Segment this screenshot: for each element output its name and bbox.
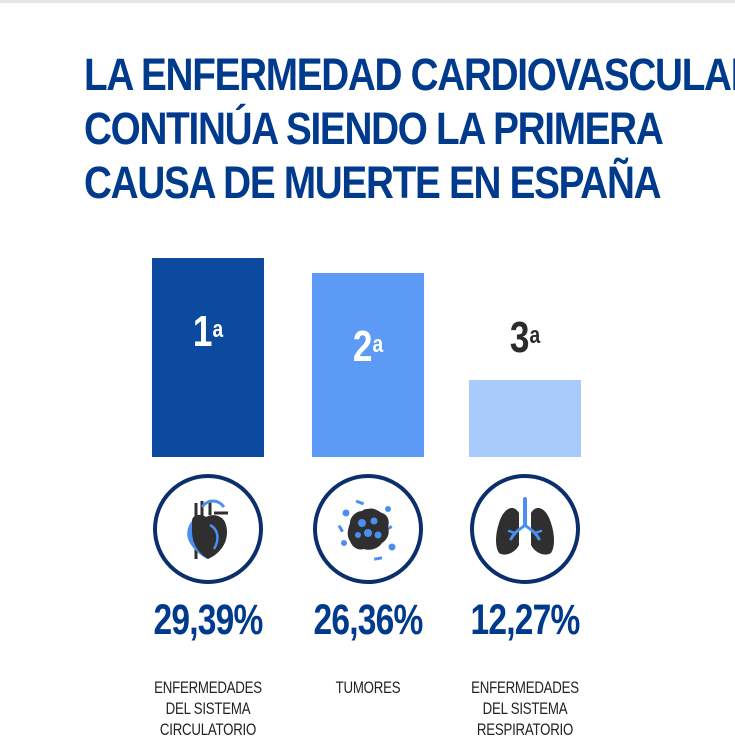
percentage-3: 12,27% bbox=[470, 596, 580, 644]
bar-circulatorio bbox=[152, 258, 264, 457]
category-label-2: TUMORES bbox=[310, 656, 427, 698]
bar-area-2: 2a bbox=[312, 258, 424, 457]
bar-area-1: 1a bbox=[152, 258, 264, 457]
rank-number-1: 1 bbox=[192, 307, 213, 356]
percentage-2: 26,36% bbox=[313, 596, 423, 644]
tumor-cell-icon bbox=[312, 473, 424, 585]
rank-suffix-3: a bbox=[529, 322, 541, 349]
category-label-1: ENFERMEDADES DEL SISTEMA CIRCULATORIO bbox=[150, 656, 267, 740]
percentage-1: 29,39% bbox=[153, 596, 263, 644]
rank-number-2: 2 bbox=[352, 322, 373, 371]
title-line-2: CONTINÚA SIENDO LA PRIMERA bbox=[84, 103, 664, 154]
rank-number-3: 3 bbox=[509, 313, 530, 362]
title-line-3: CAUSA DE MUERTE EN ESPAÑA bbox=[84, 157, 662, 208]
lungs-icon bbox=[469, 473, 581, 585]
bar-respiratorio bbox=[469, 380, 581, 457]
bar-area-3: 3a bbox=[469, 258, 581, 457]
bar-tumores bbox=[312, 273, 424, 457]
rank-label-2: 2a bbox=[323, 325, 413, 369]
category-label-2-text: TUMORES bbox=[335, 678, 401, 697]
rank-suffix-2: a bbox=[372, 331, 384, 358]
category-label-3-text: ENFERMEDADES DEL SISTEMA RESPIRATORIO bbox=[471, 678, 579, 739]
rank-suffix-1: a bbox=[212, 316, 224, 343]
rank-label-1: 1a bbox=[163, 310, 253, 354]
title-line-1: LA ENFERMEDAD CARDIOVASCULAR bbox=[84, 49, 735, 100]
top-divider bbox=[0, 0, 735, 3]
category-label-1-text: ENFERMEDADES DEL SISTEMA CIRCULATORIO bbox=[154, 678, 262, 739]
category-label-3: ENFERMEDADES DEL SISTEMA RESPIRATORIO bbox=[467, 656, 584, 740]
page-title: LA ENFERMEDAD CARDIOVASCULAR CONTINÚA SI… bbox=[84, 48, 735, 210]
rank-label-3: 3a bbox=[480, 316, 570, 360]
heart-icon bbox=[152, 473, 264, 585]
